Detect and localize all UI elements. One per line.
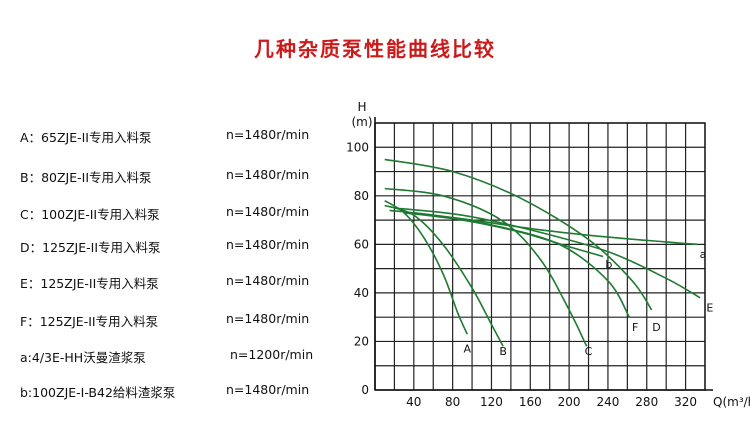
legend-speed: n=1480r/min (226, 167, 310, 182)
x-tick-label: 80 (445, 395, 460, 409)
curve-A (384, 200, 468, 335)
x-axis-label: Q(m³/h) (713, 395, 750, 409)
legend-model: C：100ZJE-II专用入料泵 (20, 207, 160, 222)
y-axis-unit: (m) (351, 115, 372, 129)
curve-D (384, 158, 653, 311)
y-tick-label: 100 (346, 140, 369, 154)
x-tick-label: 240 (596, 395, 619, 409)
y-tick-label: 0 (361, 383, 369, 397)
curve-label-F: F (632, 321, 638, 334)
curve-label-A: A (463, 343, 471, 356)
legend-model: A：65ZJE-II专用入料泵 (20, 130, 152, 145)
x-tick-label: 280 (635, 395, 658, 409)
legend-speed: n=1480r/min (226, 382, 310, 397)
legend-model: B：80ZJE-II专用入料泵 (20, 170, 152, 185)
legend-speed: n=1200r/min (230, 347, 314, 362)
y-tick-label: 80 (354, 189, 369, 203)
curve-label-a: a (700, 248, 707, 261)
y-tick-label: 40 (354, 286, 369, 300)
legend-item-f: F：125ZJE-II专用入料泵 n=1480r/min (20, 311, 309, 330)
y-axis-label: H (357, 100, 366, 114)
legend-speed: n=1480r/min (226, 204, 310, 219)
x-tick-label: 160 (519, 395, 542, 409)
legend-item-c: C：100ZJE-II专用入料泵 n=1480r/min (20, 204, 309, 223)
curve-label-C: C (585, 345, 593, 358)
curve-C (384, 187, 588, 347)
x-tick-label: 120 (480, 395, 503, 409)
legend-model: F：125ZJE-II专用入料泵 (20, 314, 159, 329)
curve-label-B: B (499, 345, 507, 358)
legend-model: a:4/3E-HH沃曼渣浆泵 (20, 350, 146, 365)
legend-model: E：125ZJE-II专用入料泵 (20, 276, 159, 291)
x-tick-label: 200 (558, 395, 581, 409)
legend-speed: n=1480r/min (226, 311, 310, 326)
plot-frame (374, 122, 706, 391)
y-tick-label: 60 (354, 237, 369, 251)
legend-speed: n=1480r/min (226, 127, 310, 142)
y-tick-label: 20 (354, 334, 369, 348)
curve-E (394, 207, 701, 299)
legend-speed: n=1480r/min (226, 273, 310, 288)
chart-title: 几种杂质泵性能曲线比较 (254, 37, 496, 61)
legend-speed: n=1480r/min (226, 237, 310, 252)
legend-item-e: E：125ZJE-II专用入料泵 n=1480r/min (20, 273, 309, 292)
curve-a (413, 212, 698, 246)
legend-model: D：125ZJE-II专用入料泵 (20, 240, 161, 255)
legend-item-wman: a:4/3E-HH沃曼渣浆泵 n=1200r/min (20, 347, 313, 366)
x-tick-label: 320 (674, 395, 697, 409)
curve-b (404, 212, 604, 258)
curve-label-D: D (652, 321, 660, 334)
curve-label-b: b (605, 258, 612, 271)
legend-model: b:100ZJE-I-B42给料渣浆泵 (20, 385, 176, 400)
legend-item-feeder: b:100ZJE-I-B42给料渣浆泵 n=1480r/min (20, 382, 309, 401)
curve-label-E: E (706, 301, 713, 314)
legend-item-d: D：125ZJE-II专用入料泵 n=1480r/min (20, 237, 309, 256)
legend-item-a: A：65ZJE-II专用入料泵 n=1480r/min (20, 127, 309, 146)
legend-item-b: B：80ZJE-II专用入料泵 n=1480r/min (20, 167, 309, 186)
x-tick-label: 40 (406, 395, 421, 409)
